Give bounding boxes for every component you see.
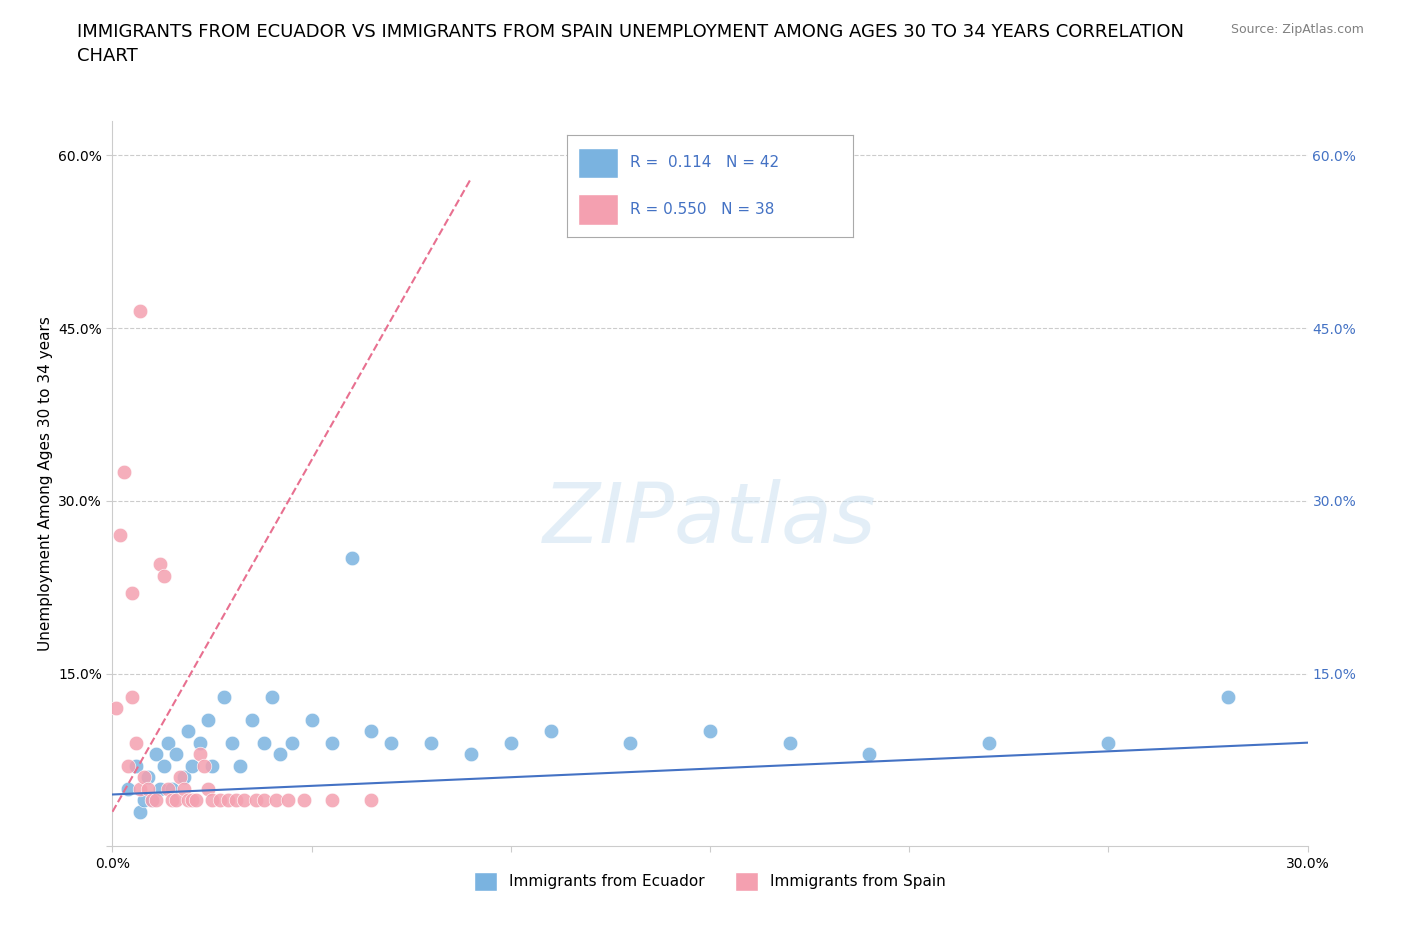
Point	[253, 792, 276, 807]
Point	[129, 303, 152, 318]
Point	[145, 747, 167, 762]
Point	[188, 736, 211, 751]
Point	[105, 700, 128, 715]
Point	[212, 689, 235, 704]
Point	[260, 689, 283, 704]
Point	[420, 736, 443, 751]
Point	[209, 792, 232, 807]
Point	[173, 770, 195, 785]
Legend: Immigrants from Ecuador, Immigrants from Spain: Immigrants from Ecuador, Immigrants from…	[468, 866, 952, 897]
Point	[292, 792, 315, 807]
Point	[181, 758, 204, 773]
Point	[264, 792, 287, 807]
Point	[221, 736, 243, 751]
Point	[197, 781, 219, 796]
Point	[977, 736, 1000, 751]
Point	[229, 758, 252, 773]
Point	[186, 792, 208, 807]
Point	[157, 736, 180, 751]
Point	[110, 528, 132, 543]
Point	[181, 792, 204, 807]
Text: Source: ZipAtlas.com: Source: ZipAtlas.com	[1230, 23, 1364, 36]
Point	[153, 758, 176, 773]
Point	[1097, 736, 1119, 751]
Point	[281, 736, 304, 751]
Point	[360, 792, 382, 807]
Point	[125, 758, 148, 773]
Text: ZIPatlas: ZIPatlas	[543, 479, 877, 561]
Point	[141, 792, 163, 807]
Point	[321, 792, 343, 807]
Text: IMMIGRANTS FROM ECUADOR VS IMMIGRANTS FROM SPAIN UNEMPLOYMENT AMONG AGES 30 TO 3: IMMIGRANTS FROM ECUADOR VS IMMIGRANTS FR…	[77, 23, 1184, 65]
Point	[269, 747, 291, 762]
Point	[779, 736, 801, 751]
Point	[149, 557, 172, 572]
Point	[360, 724, 382, 738]
Y-axis label: Unemployment Among Ages 30 to 34 years: Unemployment Among Ages 30 to 34 years	[38, 316, 52, 651]
Point	[499, 736, 522, 751]
Point	[138, 770, 160, 785]
Point	[141, 792, 163, 807]
Point	[301, 712, 323, 727]
Point	[129, 804, 152, 819]
Point	[169, 770, 191, 785]
Point	[121, 689, 143, 704]
Point	[380, 736, 402, 751]
Point	[217, 792, 239, 807]
Point	[619, 736, 641, 751]
Point	[1216, 689, 1239, 704]
Point	[177, 724, 200, 738]
Point	[245, 792, 267, 807]
Point	[165, 792, 187, 807]
Point	[153, 568, 176, 583]
Point	[114, 465, 135, 480]
Point	[240, 712, 263, 727]
Point	[165, 747, 187, 762]
Point	[540, 724, 562, 738]
Point	[134, 792, 156, 807]
Point	[225, 792, 247, 807]
Point	[858, 747, 880, 762]
Point	[134, 770, 156, 785]
Point	[201, 792, 224, 807]
Point	[233, 792, 256, 807]
Point	[277, 792, 299, 807]
Point	[197, 712, 219, 727]
Point	[173, 781, 195, 796]
Point	[188, 747, 211, 762]
Point	[157, 781, 180, 796]
Point	[253, 736, 276, 751]
Point	[177, 792, 200, 807]
Point	[162, 792, 183, 807]
Point	[125, 736, 148, 751]
Point	[121, 586, 143, 601]
Point	[340, 551, 363, 565]
Point	[699, 724, 721, 738]
Point	[321, 736, 343, 751]
Point	[162, 781, 183, 796]
Point	[149, 781, 172, 796]
Point	[193, 758, 215, 773]
Point	[117, 781, 139, 796]
Point	[117, 758, 139, 773]
Point	[129, 781, 152, 796]
Point	[138, 781, 160, 796]
Point	[201, 758, 224, 773]
Point	[145, 792, 167, 807]
Point	[460, 747, 482, 762]
